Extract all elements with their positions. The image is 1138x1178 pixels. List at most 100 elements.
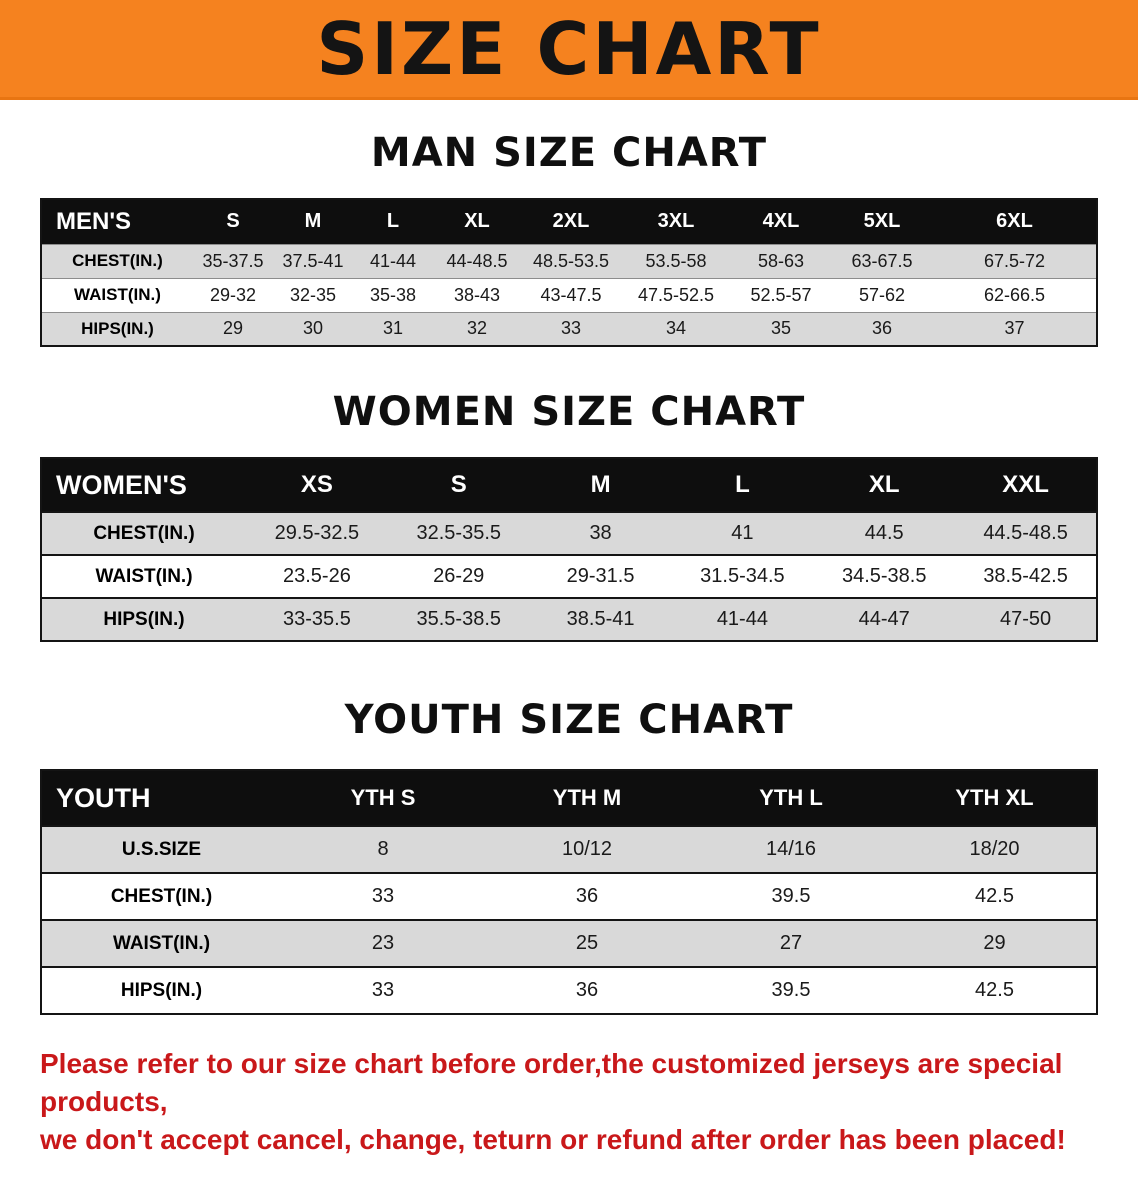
size-column-header: XS [246, 458, 388, 512]
size-value-cell: 29-31.5 [529, 554, 672, 598]
measurement-row: WAIST(IN.) 29-32 32-35 35-38 38-43 43-47.5 47.… [41, 277, 1097, 312]
size-value-cell: 38.5-41 [529, 597, 672, 641]
size-value-cell: 35-38 [353, 277, 433, 312]
size-value-cell: 36 [831, 311, 933, 346]
size-value-cell: 33-35.5 [246, 597, 388, 641]
measurement-row-label: WAIST(IN.) [41, 919, 281, 967]
measurement-row-label: HIPS(IN.) [41, 966, 281, 1014]
size-value-cell: 31 [353, 311, 433, 346]
size-value-cell: 33 [521, 311, 621, 346]
disclaimer-line-1: Please refer to our size chart before or… [40, 1048, 1063, 1117]
section-title-youth: YOUTH SIZE CHART [344, 697, 794, 743]
size-value-cell: 29 [193, 311, 273, 346]
womens-size-table: WOMEN'S XS S M L XL XXL CHEST(IN.) 29.5-32.5 32.5… [40, 457, 1098, 642]
youth-header-row: YOUTH YTH S YTH M YTH L YTH XL [41, 770, 1097, 826]
size-value-cell: 39.5 [689, 872, 893, 920]
size-value-cell: 53.5-58 [621, 243, 731, 278]
size-value-cell: 25 [485, 919, 689, 967]
size-column-header: 3XL [621, 199, 731, 244]
youth-group-label: YOUTH [41, 770, 281, 826]
mens-group-label: MEN'S [41, 199, 193, 244]
size-value-cell: 8 [281, 825, 485, 873]
size-value-cell: 44-48.5 [433, 243, 521, 278]
size-value-cell: 31.5-34.5 [671, 554, 814, 598]
size-value-cell: 35.5-38.5 [387, 597, 530, 641]
size-value-cell: 67.5-72 [933, 243, 1097, 278]
measurement-row: CHEST(IN.) 35-37.5 37.5-41 41-44 44-48.5 48.5… [41, 243, 1097, 278]
measurement-row: HIPS(IN.) 29 30 31 32 33 34 35 36 37 [41, 311, 1097, 346]
size-value-cell: 32.5-35.5 [387, 511, 530, 555]
size-column-header: L [671, 458, 814, 512]
size-column-header: XXL [955, 458, 1097, 512]
size-column-header: L [353, 199, 433, 244]
size-value-cell: 29 [893, 919, 1097, 967]
section-title-womens: WOMEN SIZE CHART [332, 389, 806, 435]
size-column-header: 6XL [933, 199, 1097, 244]
size-value-cell: 10/12 [485, 825, 689, 873]
size-value-cell: 47.5-52.5 [621, 277, 731, 312]
size-value-cell: 48.5-53.5 [521, 243, 621, 278]
measurement-row-label: CHEST(IN.) [41, 511, 246, 555]
womens-header-row: WOMEN'S XS S M L XL XXL [41, 458, 1097, 512]
measurement-row-label: HIPS(IN.) [41, 311, 193, 346]
size-value-cell: 37.5-41 [273, 243, 353, 278]
size-value-cell: 36 [485, 966, 689, 1014]
size-value-cell: 33 [281, 966, 485, 1014]
size-value-cell: 32 [433, 311, 521, 346]
size-column-header: YTH XL [893, 770, 1097, 826]
youth-size-table: YOUTH YTH S YTH M YTH L YTH XL U.S.SIZE 8 10/12… [40, 769, 1098, 1015]
size-value-cell: 23 [281, 919, 485, 967]
size-value-cell: 58-63 [731, 243, 831, 278]
measurement-row-label: HIPS(IN.) [41, 597, 246, 641]
size-charts-container: MAN SIZE CHART MEN'S S M L XL 2XL 3XL 4XL 5XL 6XL C… [0, 130, 1138, 1015]
size-value-cell: 36 [485, 872, 689, 920]
size-value-cell: 43-47.5 [521, 277, 621, 312]
size-column-header: 2XL [521, 199, 621, 244]
size-column-header: YTH M [485, 770, 689, 826]
size-value-cell: 41-44 [671, 597, 814, 641]
size-column-header: XL [813, 458, 956, 512]
size-value-cell: 38.5-42.5 [955, 554, 1097, 598]
size-value-cell: 47-50 [955, 597, 1097, 641]
size-value-cell: 52.5-57 [731, 277, 831, 312]
measurement-row-label: WAIST(IN.) [41, 554, 246, 598]
size-value-cell: 41-44 [353, 243, 433, 278]
size-column-header: S [387, 458, 530, 512]
size-value-cell: 38-43 [433, 277, 521, 312]
disclaimer: Please refer to our size chart before or… [40, 1045, 1100, 1158]
size-column-header: XL [433, 199, 521, 244]
size-value-cell: 29.5-32.5 [246, 511, 388, 555]
size-value-cell: 18/20 [893, 825, 1097, 873]
disclaimer-line-2: we don't accept cancel, change, teturn o… [40, 1123, 1066, 1155]
measurement-row: WAIST(IN.) 23 25 27 29 [41, 919, 1097, 967]
size-value-cell: 29-32 [193, 277, 273, 312]
page-title: SIZE CHART [316, 6, 822, 91]
size-value-cell: 32-35 [273, 277, 353, 312]
size-value-cell: 35-37.5 [193, 243, 273, 278]
size-value-cell: 26-29 [387, 554, 530, 598]
size-value-cell: 14/16 [689, 825, 893, 873]
measurement-row: CHEST(IN.) 29.5-32.5 32.5-35.5 38 41 44.5 44.5… [41, 511, 1097, 555]
measurement-row: CHEST(IN.) 33 36 39.5 42.5 [41, 872, 1097, 920]
measurement-row-label: CHEST(IN.) [41, 872, 281, 920]
measurement-row-label: WAIST(IN.) [41, 277, 193, 312]
womens-group-label: WOMEN'S [41, 458, 246, 512]
size-value-cell: 34.5-38.5 [813, 554, 956, 598]
size-value-cell: 63-67.5 [831, 243, 933, 278]
size-column-header: 4XL [731, 199, 831, 244]
size-value-cell: 33 [281, 872, 485, 920]
size-value-cell: 39.5 [689, 966, 893, 1014]
measurement-row-label: CHEST(IN.) [41, 243, 193, 278]
size-value-cell: 34 [621, 311, 731, 346]
size-value-cell: 37 [933, 311, 1097, 346]
section-title-mens: MAN SIZE CHART [370, 130, 768, 176]
size-value-cell: 35 [731, 311, 831, 346]
size-value-cell: 42.5 [893, 966, 1097, 1014]
measurement-row: HIPS(IN.) 33 36 39.5 42.5 [41, 966, 1097, 1014]
measurement-row: WAIST(IN.) 23.5-26 26-29 29-31.5 31.5-34.5 34… [41, 554, 1097, 598]
size-value-cell: 38 [529, 511, 672, 555]
size-value-cell: 62-66.5 [933, 277, 1097, 312]
size-value-cell: 30 [273, 311, 353, 346]
size-value-cell: 57-62 [831, 277, 933, 312]
